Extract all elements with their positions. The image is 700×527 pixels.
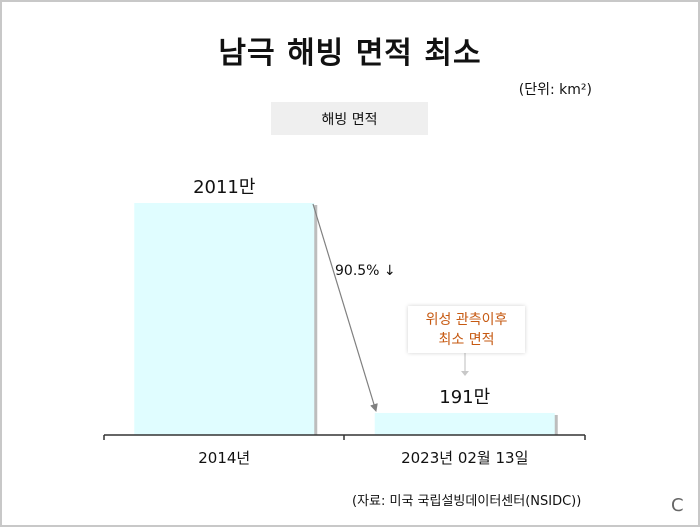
decrease-arrow	[312, 203, 378, 412]
source-note: (자료: 미국 국립설빙데이터센터(NSIDC))	[352, 494, 582, 509]
callout-line-1: 위성 관측이후	[425, 311, 508, 328]
corner-mark: C	[671, 495, 684, 516]
change-annotation: 90.5% ↓	[335, 263, 396, 279]
bar	[134, 203, 315, 435]
legend-item: 해빙 면적	[271, 102, 428, 135]
callout-pointer	[461, 371, 469, 376]
bar-value-label: 2011만	[193, 177, 255, 198]
bar	[374, 412, 555, 435]
unit-label: (단위: km²)	[518, 82, 592, 98]
chart-title: 남극 해빙 면적 최소	[218, 36, 482, 71]
x-tick-label: 2023년 02월 13일	[401, 449, 528, 467]
x-tick-label: 2014년	[198, 449, 250, 467]
bar-value-label: 191만	[439, 387, 490, 408]
callout-line-2: 최소 면적	[438, 331, 495, 348]
callout-box: 위성 관측이후 최소 면적	[408, 306, 525, 353]
